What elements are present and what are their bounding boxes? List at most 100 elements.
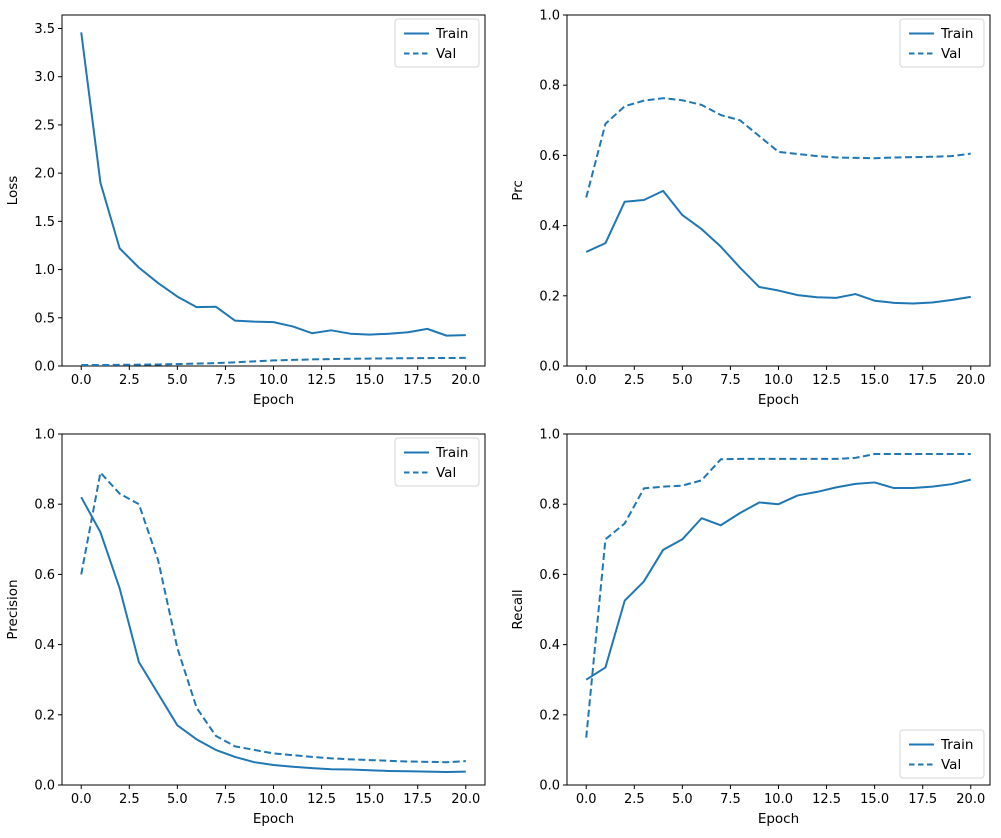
y-axis-tick-label: 2.5 <box>34 118 55 133</box>
y-axis-tick-label: 1.0 <box>539 428 560 443</box>
x-axis-tick-label: 10.0 <box>764 792 793 807</box>
x-axis-tick-label: 20.0 <box>451 373 480 388</box>
prc-plot: 0.0 0.2 0.4 0.6 0.8 1.0 0.0 2.5 5.0 7.5 10.0 12.5 15… <box>510 9 991 408</box>
legend-train-label: Train <box>435 26 468 42</box>
x-axis-tick-label: 7.5 <box>720 792 741 807</box>
y-axis-label: Precision <box>5 579 21 639</box>
axes-frame <box>61 433 486 786</box>
train-line <box>80 496 466 774</box>
y-axis-tick-label: 0.8 <box>539 79 560 94</box>
legend-box <box>899 18 985 68</box>
x-axis-tick-label: 0.0 <box>576 792 597 807</box>
x-axis-label: Epoch <box>253 392 294 408</box>
x-axis-tick-label: 2.5 <box>119 792 140 807</box>
train-line <box>80 32 466 337</box>
y-axis-tick-label: 0.4 <box>539 219 560 234</box>
y-axis-tick-label: 1.0 <box>539 9 560 24</box>
x-axis-tick-label: 15.0 <box>355 792 384 807</box>
legend: Train Val <box>899 18 985 68</box>
y-axis-tick-label: 1.5 <box>34 215 55 230</box>
y-axis-tick-label: 0.6 <box>34 568 55 583</box>
loss-plot: 0.0 0.5 1.0 1.5 2.0 2.5 3.0 3.5 0.0 2.5 5.0 7.5 10.0… <box>5 14 486 408</box>
y-axis-tick-label: 0.0 <box>539 779 560 794</box>
y-axis-tick-label: 2.0 <box>34 167 55 182</box>
val-line <box>585 453 971 738</box>
legend-val-label: Val <box>436 465 456 481</box>
y-axis-tick-label: 0.2 <box>34 708 55 723</box>
recall-plot: 0.0 0.2 0.4 0.6 0.8 1.0 0.0 2.5 5.0 7.5 10.0 12.5 15… <box>510 428 991 827</box>
precision-plot: 0.0 0.2 0.4 0.6 0.8 1.0 0.0 2.5 5.0 7.5 10.0 12.5 15… <box>5 428 486 827</box>
legend: Train Val <box>394 18 480 68</box>
legend-val-label: Val <box>436 46 456 62</box>
x-axis-tick-label: 10.0 <box>259 792 288 807</box>
x-axis-tick-label: 12.5 <box>812 373 841 388</box>
loss-chart: 0.0 0.5 1.0 1.5 2.0 2.5 3.0 3.5 0.0 2.5 5.0 7.5 10.0… <box>0 0 501 419</box>
y-axis-tick-label: 1.0 <box>34 263 55 278</box>
axes-frame <box>566 433 991 786</box>
x-axis-tick-label: 7.5 <box>215 373 236 388</box>
x-axis-tick-label: 7.5 <box>215 792 236 807</box>
x-axis-tick-label: 12.5 <box>812 792 841 807</box>
legend-box <box>394 18 480 68</box>
x-axis-label: Epoch <box>253 811 294 827</box>
y-axis-tick-label: 1.0 <box>34 428 55 443</box>
recall-chart: 0.0 0.2 0.4 0.6 0.8 1.0 0.0 2.5 5.0 7.5 10.0 12.5 15… <box>500 419 1001 838</box>
axes-frame <box>566 14 991 367</box>
axes-frame <box>61 14 486 367</box>
x-axis-tick-label: 2.5 <box>119 373 140 388</box>
train-line <box>585 478 972 681</box>
x-axis-tick-label: 5.0 <box>672 373 693 388</box>
x-axis-tick-label: 5.0 <box>672 792 693 807</box>
x-axis-label: Epoch <box>758 811 799 827</box>
x-axis-tick-label: 12.5 <box>307 792 336 807</box>
val-line <box>81 356 466 367</box>
x-axis-tick-label: 20.0 <box>956 373 985 388</box>
y-axis-tick-label: 3.5 <box>34 22 55 37</box>
y-axis-tick-label: 0.0 <box>539 360 560 375</box>
x-axis-tick-label: 7.5 <box>720 373 741 388</box>
precision-chart: 0.0 0.2 0.4 0.6 0.8 1.0 0.0 2.5 5.0 7.5 10.0 12.5 15… <box>0 419 501 838</box>
legend-box <box>899 729 985 779</box>
y-axis-tick-label: 0.2 <box>539 289 560 304</box>
legend-box <box>394 437 480 487</box>
x-axis-tick-label: 5.0 <box>167 792 188 807</box>
legend-train-label: Train <box>435 445 468 461</box>
x-axis-tick-label: 17.5 <box>403 373 432 388</box>
y-axis-label: Loss <box>5 176 21 206</box>
legend: Train Val <box>899 729 985 779</box>
x-axis-tick-label: 0.0 <box>71 792 92 807</box>
y-axis-tick-label: 0.8 <box>34 498 55 513</box>
x-axis-tick-label: 0.0 <box>71 373 92 388</box>
y-axis-tick-label: 0.4 <box>539 638 560 653</box>
y-axis-tick-label: 0.4 <box>34 638 55 653</box>
y-axis-tick-label: 0.6 <box>539 149 560 164</box>
y-axis-tick-label: 3.0 <box>34 70 55 85</box>
y-axis-tick-label: 0.8 <box>539 498 560 513</box>
x-axis-tick-label: 20.0 <box>451 792 480 807</box>
val-line <box>585 97 971 198</box>
x-axis-tick-label: 5.0 <box>167 373 188 388</box>
x-axis-tick-label: 12.5 <box>307 373 336 388</box>
y-axis-label: Prc <box>510 180 526 201</box>
legend-train-label: Train <box>940 26 973 42</box>
x-axis-label: Epoch <box>758 392 799 408</box>
y-axis-tick-label: 0.6 <box>539 568 560 583</box>
x-axis-tick-label: 15.0 <box>355 373 384 388</box>
x-axis-tick-label: 0.0 <box>576 373 597 388</box>
x-axis-tick-label: 10.0 <box>259 373 288 388</box>
legend-train-label: Train <box>940 737 973 753</box>
x-axis-tick-label: 2.5 <box>624 373 645 388</box>
y-axis-label: Recall <box>510 589 526 629</box>
x-axis-tick-label: 15.0 <box>860 792 889 807</box>
x-axis-tick-label: 17.5 <box>403 792 432 807</box>
x-axis-tick-label: 17.5 <box>908 792 937 807</box>
y-axis-tick-label: 0.0 <box>34 360 55 375</box>
legend-val-label: Val <box>941 46 961 62</box>
y-axis-tick-label: 0.2 <box>539 708 560 723</box>
prc-chart: 0.0 0.2 0.4 0.6 0.8 1.0 0.0 2.5 5.0 7.5 10.0 12.5 15… <box>500 0 1001 419</box>
x-axis-tick-label: 10.0 <box>764 373 793 388</box>
x-axis-tick-label: 20.0 <box>956 792 985 807</box>
y-axis-tick-label: 0.5 <box>34 311 55 326</box>
legend-val-label: Val <box>941 757 961 773</box>
